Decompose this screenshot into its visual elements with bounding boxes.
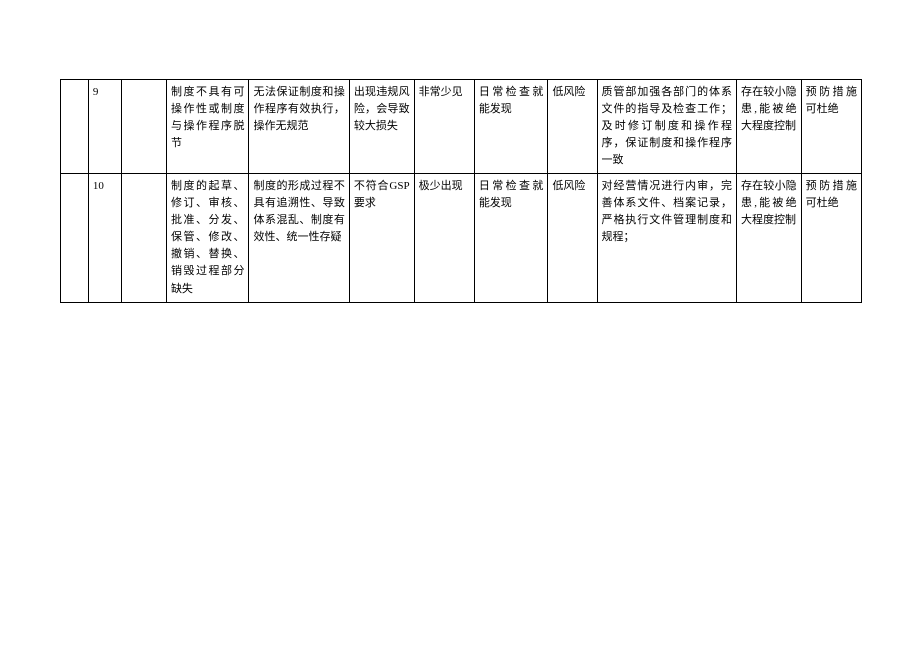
risk-table: 9 制度不具有可操作性或制度与操作程序脱节 无法保证制度和操作程序有效执行，操作… <box>60 79 862 303</box>
cell-frequency: 极少出现 <box>414 174 474 302</box>
cell-risk-cause: 制度的形成过程不具有追溯性、导致体系混乱、制度有效性、统一性存疑 <box>249 174 349 302</box>
cell-risk-level: 低风险 <box>548 80 597 174</box>
cell-detection: 日常检查就能发现 <box>474 174 548 302</box>
cell-measures: 质管部加强各部门的体系文件的指导及检查工作；及时修订制度和操作程序，保证制度和操… <box>597 80 736 174</box>
cell-index: 9 <box>88 80 121 174</box>
cell-blank <box>122 80 167 174</box>
cell-frequency: 非常少见 <box>414 80 474 174</box>
cell-risk-cause: 无法保证制度和操作程序有效执行，操作无规范 <box>249 80 349 174</box>
risk-table-container: 9 制度不具有可操作性或制度与操作程序脱节 无法保证制度和操作程序有效执行，操作… <box>60 79 862 303</box>
cell-measures: 对经营情况进行内审，完善体系文件、档案记录，严格执行文件管理制度和规程； <box>597 174 736 302</box>
cell-blank <box>122 174 167 302</box>
cell-prevention: 预防措施可杜绝 <box>801 174 861 302</box>
cell-risk-item: 制度不具有可操作性或制度与操作程序脱节 <box>166 80 249 174</box>
cell-consequence: 出现违规风险，会导致较大损失 <box>349 80 414 174</box>
cell-detection: 日常检查就能发现 <box>474 80 548 174</box>
cell-blank <box>61 80 89 174</box>
cell-consequence: 不符合GSP 要求 <box>349 174 414 302</box>
cell-risk-item: 制度的起草、修订、审核、批准、分发、保管、修改、撤销、替换、销毁过程部分缺失 <box>166 174 249 302</box>
cell-prevention: 预防措施可杜绝 <box>801 80 861 174</box>
cell-residual: 存在较小隐患,能被绝大程度控制 <box>736 174 801 302</box>
cell-index: 10 <box>88 174 121 302</box>
cell-risk-level: 低风险 <box>548 174 597 302</box>
cell-blank <box>61 174 89 302</box>
cell-residual: 存在较小隐患,能被绝大程度控制 <box>736 80 801 174</box>
table-row: 9 制度不具有可操作性或制度与操作程序脱节 无法保证制度和操作程序有效执行，操作… <box>61 80 862 174</box>
table-row: 10 制度的起草、修订、审核、批准、分发、保管、修改、撤销、替换、销毁过程部分缺… <box>61 174 862 302</box>
